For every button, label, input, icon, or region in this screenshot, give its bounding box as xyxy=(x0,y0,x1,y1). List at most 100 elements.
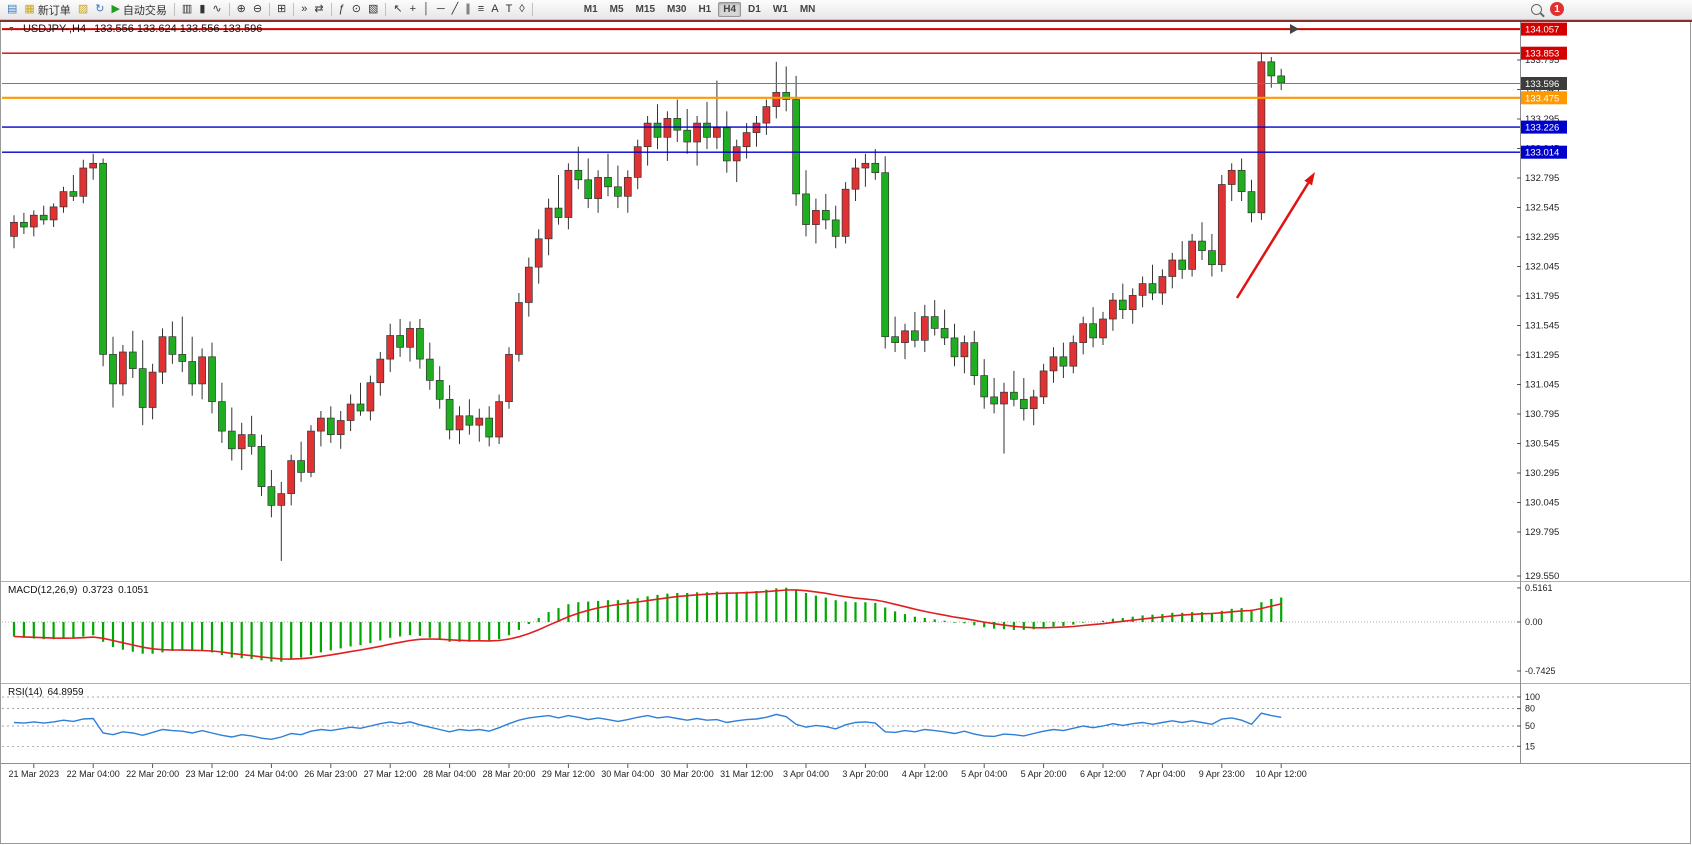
bar-chart-button[interactable]: ▥ xyxy=(179,2,195,18)
candle xyxy=(1039,370,1048,398)
trend-arrow[interactable] xyxy=(1235,172,1315,299)
chart-shift-marker[interactable] xyxy=(1290,24,1299,34)
candle xyxy=(693,122,701,143)
timeframe-h4-button[interactable]: H4 xyxy=(718,2,742,17)
candle xyxy=(1019,398,1028,410)
chart-title: USDJPY-,H4 xyxy=(22,23,87,35)
current-price-line[interactable]: 133.596 xyxy=(2,77,1567,90)
candle xyxy=(881,172,890,338)
time-label: 4 Apr 12:00 xyxy=(902,769,948,779)
candle xyxy=(604,177,612,188)
timeframe-h1-button[interactable]: H1 xyxy=(698,4,712,15)
candle xyxy=(1217,184,1226,266)
refresh-button[interactable]: ↻ xyxy=(92,2,107,18)
candle xyxy=(524,266,533,303)
price-tick: 131.045 xyxy=(1525,380,1559,391)
candle xyxy=(366,382,375,412)
templates-button[interactable]: ▧ xyxy=(365,2,381,18)
candle xyxy=(20,221,28,228)
channel-tool-button[interactable]: ∥ xyxy=(462,2,474,18)
candle xyxy=(713,127,721,138)
candle xyxy=(1148,283,1157,294)
price-level-label: 133.853 xyxy=(1525,49,1559,60)
price-level-line[interactable]: 133.853 xyxy=(2,46,1567,60)
crosshair-button[interactable]: + xyxy=(407,2,419,18)
new-order-icon: ▦ xyxy=(24,3,35,15)
timeframe-m1-button[interactable]: M1 xyxy=(583,4,598,15)
price-level-line[interactable]: 133.475 xyxy=(2,91,1567,105)
time-label: 30 Mar 20:00 xyxy=(661,769,714,779)
timeframe-m15-button[interactable]: M15 xyxy=(635,4,655,15)
horizontal-line-tool-button[interactable]: ─ xyxy=(434,2,448,18)
candle xyxy=(317,417,325,432)
timeframe-d1-button[interactable]: D1 xyxy=(748,4,761,15)
new-chart-button[interactable]: ▤ xyxy=(4,2,20,18)
vertical-line-tool-icon: │ xyxy=(423,3,430,15)
zoom-out-button[interactable]: ⊖ xyxy=(250,2,265,18)
label-tool-icon: T xyxy=(505,3,513,15)
time-label: 21 Mar 2023 xyxy=(9,769,60,779)
text-tool-button[interactable]: A xyxy=(488,2,501,18)
vertical-line-tool-button[interactable]: │ xyxy=(420,2,433,18)
timeframe-m30-button[interactable]: M30 xyxy=(667,4,687,15)
timeframe-mn-button[interactable]: MN xyxy=(799,4,816,15)
auto-scroll-button[interactable]: ⇄ xyxy=(311,2,326,18)
price-level-line[interactable]: 133.014 xyxy=(2,145,1567,159)
candle xyxy=(792,99,800,195)
shapes-tool-button[interactable]: ◊ xyxy=(516,2,527,18)
label-tool-button[interactable]: T xyxy=(503,2,516,18)
rsi-tick: 80 xyxy=(1525,704,1535,714)
timeframe-m5-button[interactable]: M5 xyxy=(609,4,624,15)
candle xyxy=(950,337,959,358)
candle xyxy=(1128,295,1137,310)
time-label: 30 Mar 04:00 xyxy=(601,769,654,779)
candle xyxy=(455,415,464,431)
fibonacci-tool-button[interactable]: ≡ xyxy=(475,2,487,18)
candle xyxy=(653,122,662,138)
line-chart-button[interactable]: ∿ xyxy=(209,2,224,18)
price-level-line[interactable]: 133.226 xyxy=(2,120,1567,134)
chart-profiles-button[interactable]: ▨ xyxy=(75,2,91,18)
candle xyxy=(614,186,622,197)
candle xyxy=(564,169,573,218)
candle xyxy=(148,371,157,408)
candle xyxy=(49,206,58,221)
chart-profiles-icon: ▨ xyxy=(77,3,89,15)
new-order-button[interactable]: ▦ 新订单 xyxy=(21,2,73,18)
trendline-tool-button[interactable]: ╱ xyxy=(449,2,462,18)
horizontal-line-tool-icon: ─ xyxy=(436,3,445,15)
cursor-button[interactable]: ↖ xyxy=(390,2,405,18)
period-selector-button[interactable]: ⊙ xyxy=(349,2,364,18)
candle xyxy=(901,330,909,343)
tile-windows-button[interactable]: ⊞ xyxy=(274,2,289,18)
candle xyxy=(821,210,830,221)
time-label: 24 Mar 04:00 xyxy=(245,769,298,779)
candlestick-chart-button[interactable]: ▮ xyxy=(196,2,208,18)
candle xyxy=(752,122,761,133)
price-level-line[interactable]: 134.057 xyxy=(2,22,1567,36)
time-label: 22 Mar 04:00 xyxy=(67,769,120,779)
price-tick: 130.295 xyxy=(1525,468,1559,479)
zoom-in-button[interactable]: ⊕ xyxy=(234,2,249,18)
candle xyxy=(1109,299,1117,320)
candle xyxy=(99,162,107,355)
candle xyxy=(891,336,899,343)
candle xyxy=(544,207,553,240)
candle xyxy=(1059,356,1068,367)
auto-trading-button[interactable]: ▶ 自动交易 xyxy=(108,2,169,18)
candle xyxy=(1118,299,1127,310)
notification-badge[interactable]: 1 xyxy=(1550,2,1564,16)
timeframe-group: M1 M5 M15 M30 H1 H4 D1 W1 MN xyxy=(579,2,821,17)
candle xyxy=(1138,283,1147,296)
time-label: 27 Mar 12:00 xyxy=(364,769,417,779)
trendline-tool-icon: ╱ xyxy=(451,3,459,15)
search-icon[interactable] xyxy=(1531,3,1542,15)
timeframe-w1-button[interactable]: W1 xyxy=(772,4,788,15)
indicators-list-button[interactable]: ƒ xyxy=(336,2,348,18)
time-axis[interactable]: 21 Mar 2023 22 Mar 04:00 22 Mar 20:00 23 Ma… xyxy=(9,764,1307,779)
candle xyxy=(1010,391,1018,400)
candle xyxy=(188,361,197,385)
candle xyxy=(871,162,880,174)
scroll-to-end-button[interactable]: » xyxy=(298,2,310,18)
